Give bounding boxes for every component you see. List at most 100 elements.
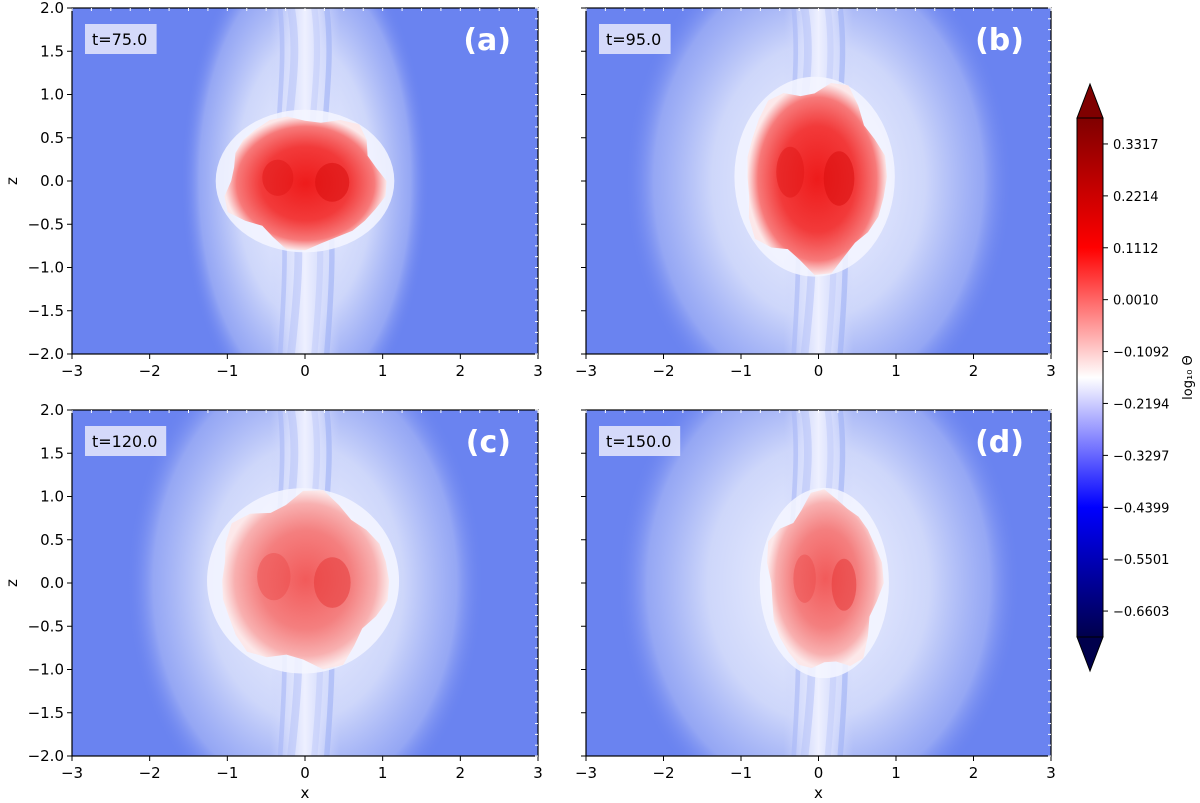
- hot-knot: [262, 159, 294, 196]
- hot-region: [222, 490, 390, 670]
- panel-label: (c): [466, 425, 511, 460]
- hot-knot: [831, 558, 857, 611]
- time-label-box: [599, 24, 671, 54]
- colorbar-tick-label: 0.0010: [1113, 294, 1159, 309]
- hot-knot: [823, 151, 855, 206]
- x-tick-label: 0: [814, 764, 824, 782]
- x-tick-label: −3: [61, 362, 83, 380]
- hot-knot: [793, 554, 816, 603]
- colorbar-tick-label: 0.1112: [1113, 242, 1159, 257]
- hot-knot: [313, 557, 351, 608]
- x-tick-label: −2: [652, 764, 674, 782]
- z-tick-label: −2.0: [28, 747, 64, 765]
- panel-label: (b): [975, 23, 1024, 58]
- x-tick-label: −3: [575, 764, 597, 782]
- hot-knot: [257, 553, 291, 601]
- z-tick-label: 1.0: [40, 488, 64, 506]
- colorbar-tick-label: 0.2214: [1113, 190, 1159, 205]
- colorbar-tick-label: −0.2194: [1113, 397, 1169, 412]
- x-tick-label: 3: [1046, 764, 1056, 782]
- time-label-text: t=75.0: [92, 30, 147, 49]
- x-tick-label: −1: [730, 764, 752, 782]
- x-tick-label: 0: [300, 764, 310, 782]
- time-label-box: [85, 24, 157, 54]
- x-tick-label: 1: [378, 764, 388, 782]
- colorbar-tick-label: 0.3317: [1113, 138, 1159, 153]
- z-axis-label: z: [3, 177, 21, 185]
- panel-d: −3 −2 −1 0 1 2 3 x t=150.0 (d): [575, 409, 1056, 802]
- x-tick-label: 2: [969, 362, 979, 380]
- x-tick-label: −2: [139, 362, 161, 380]
- x-tick-label: 3: [533, 764, 543, 782]
- z-tick-label: 1.0: [40, 86, 64, 104]
- z-tick-label: 2.0: [40, 401, 64, 419]
- z-tick-label: 0.0: [40, 172, 64, 190]
- z-tick-label: −1.5: [28, 302, 64, 320]
- x-tick-label: −2: [139, 764, 161, 782]
- colorbar-tick-label: −0.5501: [1113, 553, 1169, 568]
- panel-c: −3 −2 −1 0 1 2 3 −2.0 −1.5 −1.0 −0.5 0.0 0.5 1.0 1.5 2.…: [3, 401, 543, 802]
- x-tick-label: 1: [891, 764, 901, 782]
- x-tick-label: −1: [216, 764, 238, 782]
- colorbar-label: log₁₀ Θ: [1181, 355, 1196, 400]
- z-tick-label: 1.5: [40, 42, 64, 60]
- time-label-box: [85, 426, 167, 456]
- x-tick-label: −2: [652, 362, 674, 380]
- colorbar: 0.3317 0.2214 0.1112 0.0010 −0.1092 −0.2194 −0…: [1076, 82, 1196, 673]
- x-tick-label: −1: [216, 362, 238, 380]
- x-tick-label: 1: [378, 362, 388, 380]
- x-tick-label: 3: [1046, 362, 1056, 380]
- panel-a: −3 −2 −1 0 1 2 3 −2.0 −1.5 −1.0 −0.5 0.0 0.5 1.0 1.5 2.…: [3, 0, 543, 380]
- colorbar-tick-label: −0.1092: [1113, 346, 1169, 361]
- z-tick-label: 2.0: [40, 0, 64, 17]
- time-label: t=75.0: [85, 24, 157, 54]
- z-tick-label: 0.0: [40, 574, 64, 592]
- x-tick-label: 2: [456, 362, 466, 380]
- x-axis-label: x: [814, 784, 823, 802]
- hot-knot: [315, 162, 350, 202]
- z-tick-label: 0.5: [40, 129, 64, 147]
- x-tick-label: 2: [969, 764, 979, 782]
- hot-region: [767, 489, 884, 669]
- panels: −3 −2 −1 0 1 2 3 −2.0 −1.5 −1.0 −0.5 0.0 0.5 1.0 1.5 2.…: [3, 0, 1056, 802]
- panel-b: −3 −2 −1 0 1 2 3 t=95.0 (b): [575, 7, 1056, 380]
- z-tick-label: −0.5: [28, 215, 64, 233]
- x-tick-label: 0: [300, 362, 310, 380]
- temperature-field: [586, 410, 1051, 756]
- z-tick-label: 1.5: [40, 444, 64, 462]
- x-tick-label: −1: [730, 362, 752, 380]
- colorbar-extend-max: [1076, 82, 1104, 119]
- x-tick-label: 0: [814, 362, 824, 380]
- time-label-text: t=120.0: [92, 432, 157, 451]
- temperature-field: [586, 8, 1051, 354]
- hot-knot: [776, 146, 805, 198]
- panel-label: (d): [975, 425, 1024, 460]
- panel-label: (a): [463, 23, 511, 58]
- x-tick-label: 3: [533, 362, 543, 380]
- time-label: t=95.0: [599, 24, 671, 54]
- hot-region: [224, 116, 387, 251]
- z-tick-label: −1.0: [28, 259, 64, 277]
- colorbar-extend-min: [1076, 636, 1104, 673]
- z-tick-label: −1.0: [28, 661, 64, 679]
- colorbar-tick-label: −0.6603: [1113, 605, 1169, 620]
- hot-region: [747, 83, 887, 276]
- z-tick-label: −0.5: [28, 617, 64, 635]
- x-axis-label: x: [301, 784, 310, 802]
- x-tick-label: 2: [456, 764, 466, 782]
- time-label: t=120.0: [85, 426, 167, 456]
- time-label-text: t=95.0: [606, 30, 661, 49]
- x-tick-label: −3: [575, 362, 597, 380]
- colorbar-tick-label: −0.3297: [1113, 449, 1169, 464]
- colorbar-bar: [1076, 117, 1104, 638]
- colorbar-tick-label: −0.4399: [1113, 501, 1169, 516]
- time-label-text: t=150.0: [606, 432, 671, 451]
- temperature-field: [72, 8, 538, 354]
- time-label-box: [599, 426, 681, 456]
- z-tick-label: −1.5: [28, 704, 64, 722]
- x-tick-label: 1: [891, 362, 901, 380]
- temperature-field: [72, 410, 538, 756]
- x-tick-label: −3: [61, 764, 83, 782]
- z-tick-label: −2.0: [28, 345, 64, 363]
